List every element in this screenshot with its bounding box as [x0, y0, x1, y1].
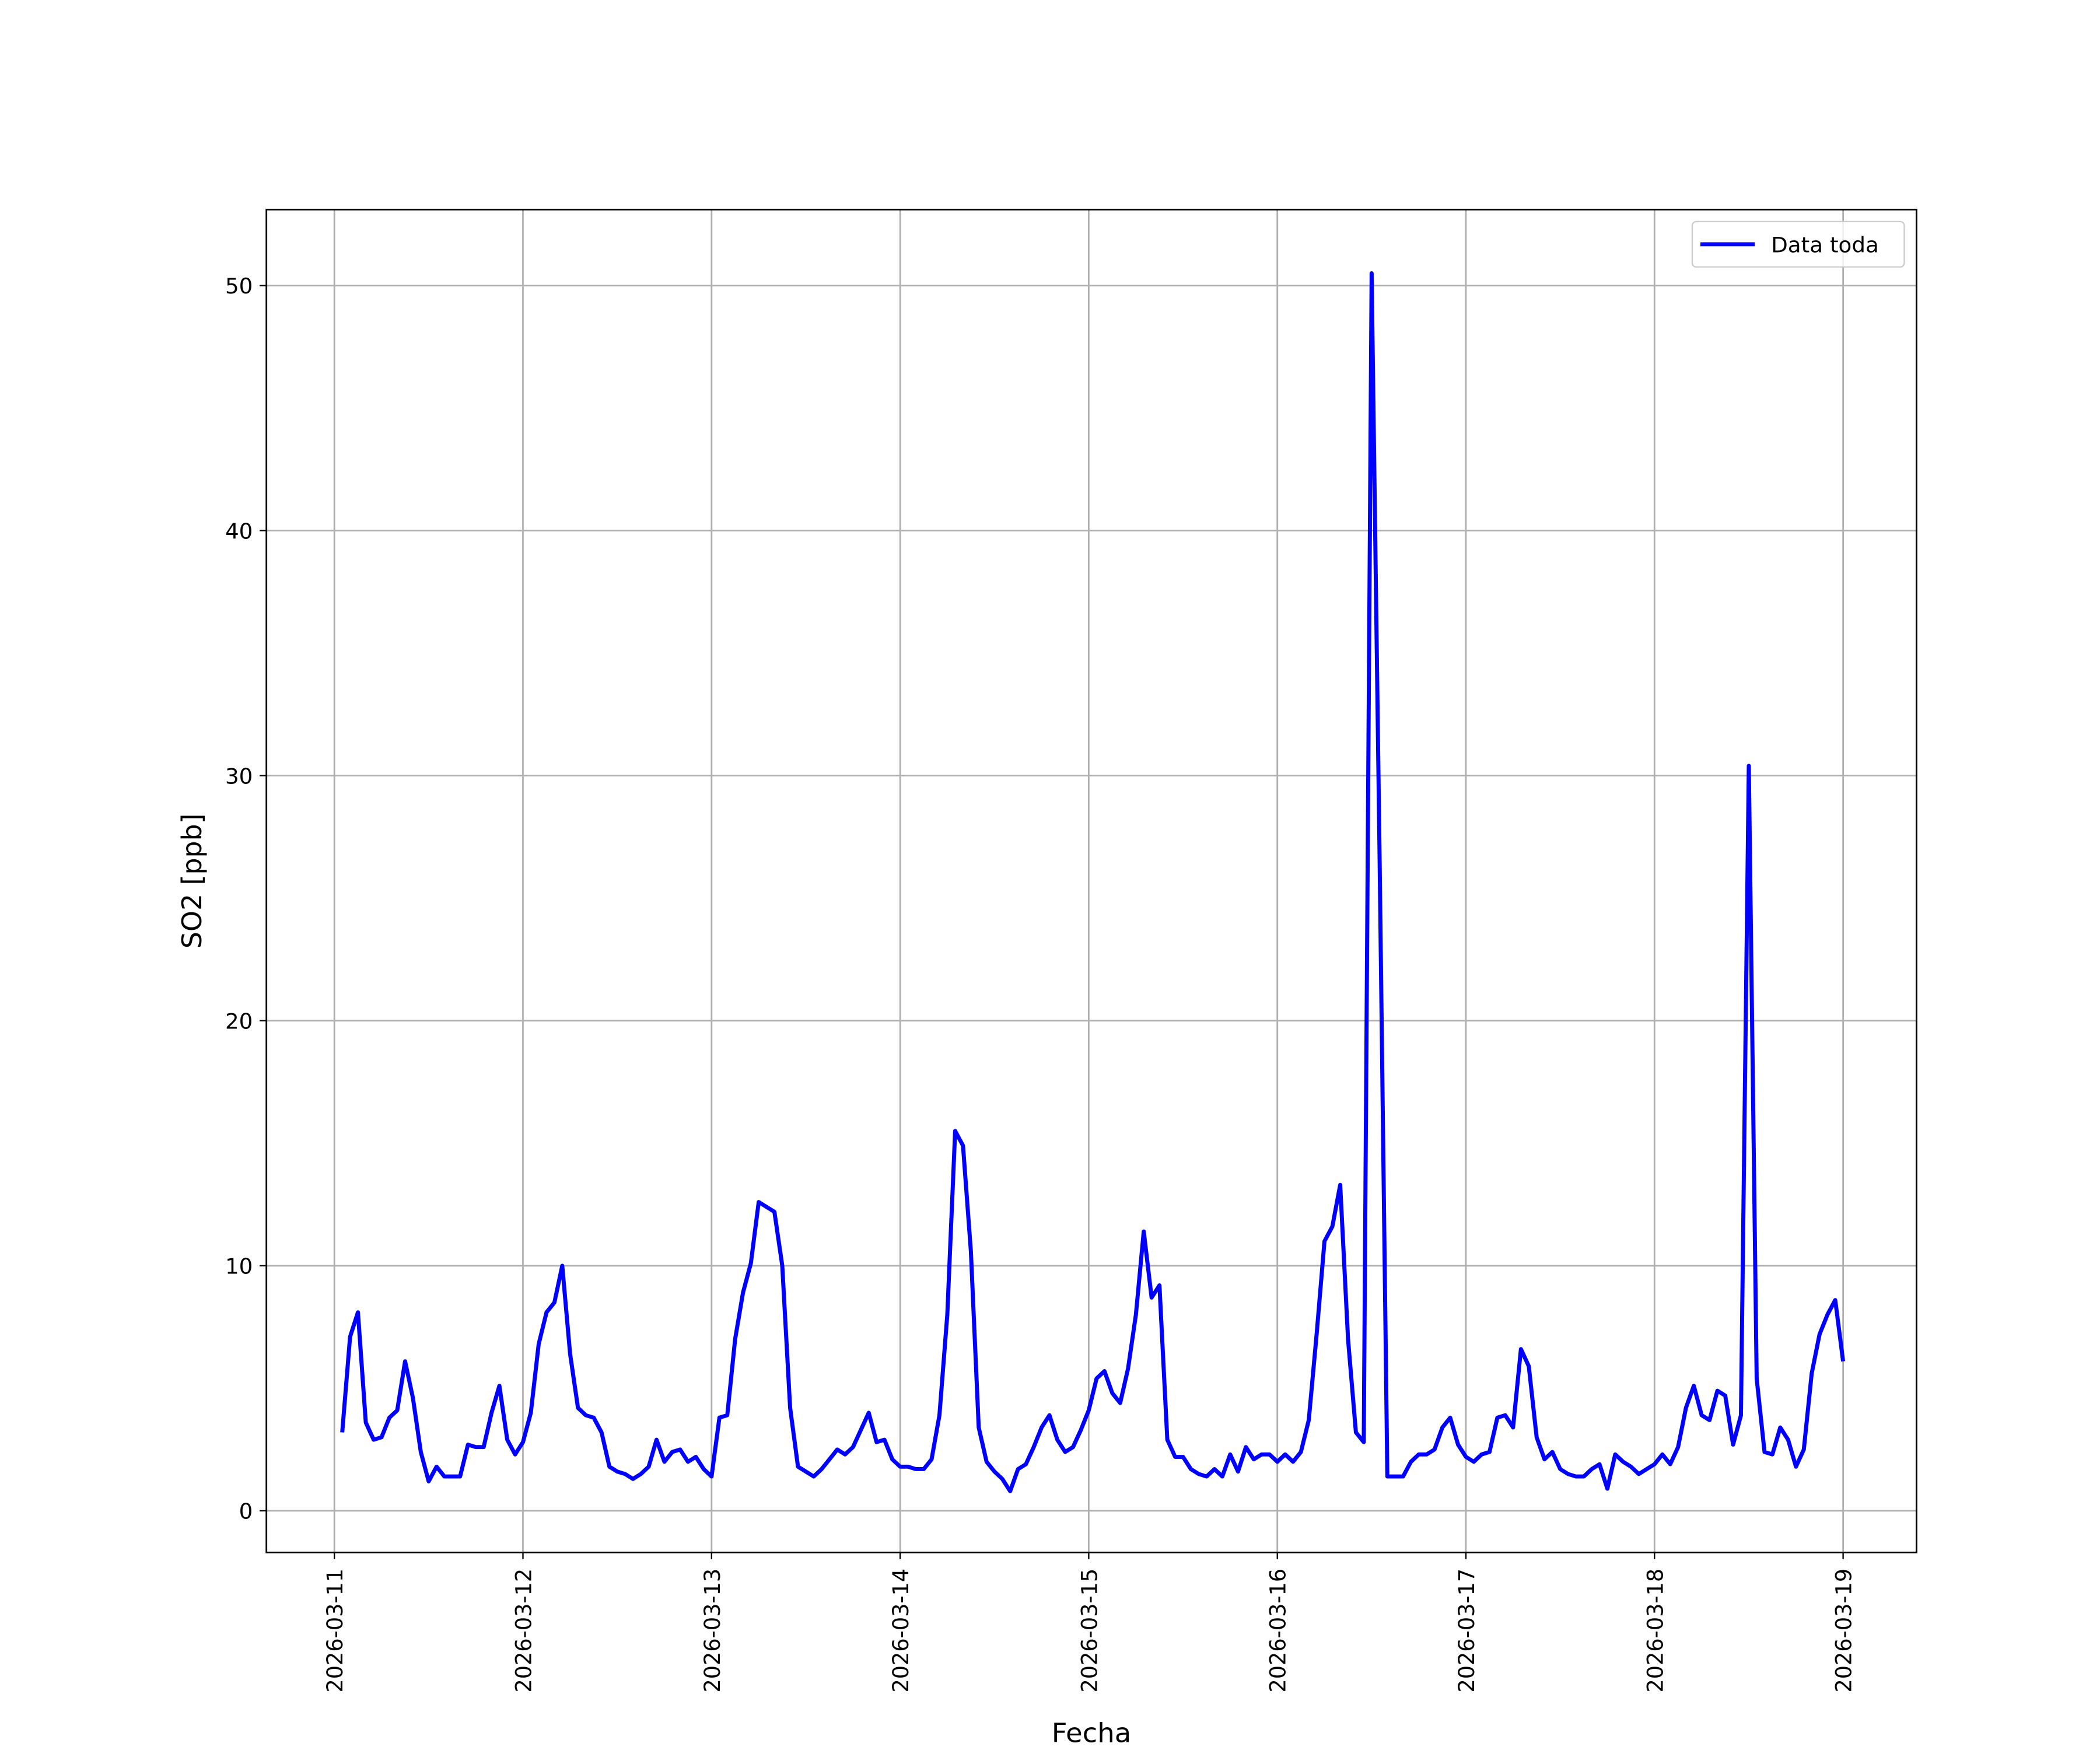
y-axis-label: SO2 [ppb] — [176, 814, 207, 949]
plot-frame — [265, 208, 1917, 1553]
x-tick-label: 2026-03-12 — [511, 1569, 536, 1693]
y-tick-label: 30 — [225, 764, 253, 789]
x-tick-label: 2026-03-17 — [1454, 1569, 1479, 1693]
x-tick-label: 2026-03-11 — [323, 1569, 348, 1693]
y-tick-label: 0 — [239, 1499, 253, 1524]
data-line — [340, 271, 1846, 1493]
legend-label: Data toda — [1771, 233, 1879, 258]
x-tick-label: 2026-03-15 — [1077, 1569, 1102, 1693]
x-tick-label: 2026-03-13 — [699, 1569, 724, 1693]
y-tick-label: 50 — [225, 274, 253, 299]
x-tick-label: 2026-03-18 — [1643, 1569, 1668, 1693]
y-tick-label: 40 — [225, 519, 253, 544]
y-tick-label: 10 — [225, 1254, 253, 1279]
x-tick-label: 2026-03-19 — [1831, 1569, 1856, 1693]
y-tick-label: 20 — [225, 1009, 253, 1034]
x-tick-label: 2026-03-16 — [1265, 1569, 1290, 1693]
legend: Data toda — [1691, 220, 1905, 268]
x-axis-label: Fecha — [1052, 1717, 1132, 1749]
x-tick-label: 2026-03-14 — [888, 1569, 914, 1693]
legend-box — [1691, 220, 1905, 268]
